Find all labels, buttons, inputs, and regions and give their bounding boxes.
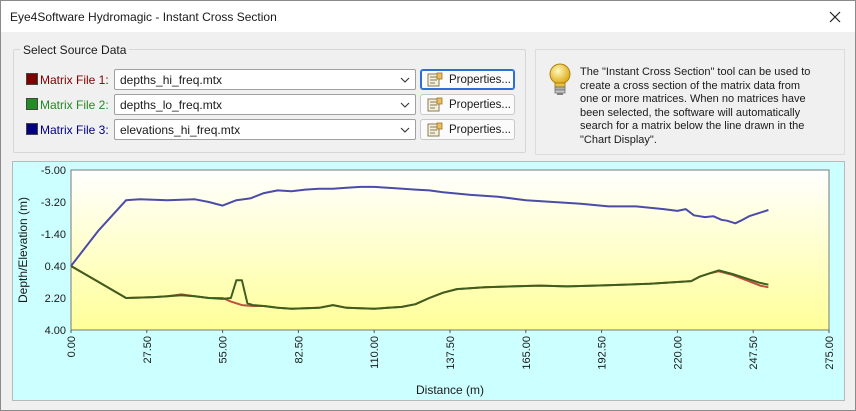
properties-button-label: Properties...	[449, 124, 511, 136]
close-button[interactable]	[815, 1, 855, 32]
close-icon	[829, 11, 841, 22]
y-tick-label: -5.00	[41, 165, 66, 177]
lightbulb-icon	[549, 63, 571, 95]
cross-section-chart: -5.00 -3.20 -1.40 0.40 2.20 4.00 0.00 27.50 55.…	[16, 165, 836, 397]
matrix-file-1-color-swatch	[26, 73, 38, 85]
window-title: Eye4Software Hydromagic - Instant Cross …	[10, 10, 277, 24]
y-tick-label: -1.40	[41, 229, 66, 241]
chevron-down-icon[interactable]	[399, 124, 411, 136]
matrix-file-3-value: elevations_hi_freq.mtx	[120, 123, 241, 137]
properties-button-label: Properties...	[449, 74, 511, 86]
series-line-3	[70, 265, 769, 310]
x-tick-label: 192.50	[597, 336, 609, 370]
x-tick-label: 55.00	[218, 336, 230, 364]
matrix-file-3-label: Matrix File 3:	[40, 123, 109, 137]
series-line-1	[70, 185, 769, 267]
properties-icon	[427, 97, 443, 112]
x-tick-label: 82.50	[293, 336, 305, 364]
source-data-group	[13, 49, 526, 153]
info-line: one or more matrices. When no matrices h…	[580, 93, 806, 106]
chevron-down-icon[interactable]	[399, 74, 411, 86]
matrix-file-1-row: Matrix File 1: depths_hi_freq.mtx Proper…	[26, 69, 526, 91]
x-tick-label: 165.00	[521, 336, 533, 370]
properties-icon	[427, 122, 443, 137]
properties-icon	[427, 72, 443, 87]
y-tick-label: 4.00	[45, 325, 66, 337]
matrix-file-2-label: Matrix File 2:	[40, 98, 109, 112]
source-data-group-title: Select Source Data	[20, 43, 130, 57]
info-line: been selected, the software will automat…	[580, 106, 801, 119]
matrix-file-3-combo[interactable]: elevations_hi_freq.mtx	[114, 119, 416, 140]
info-line: search for a matrix below the line drawn…	[580, 120, 805, 133]
matrix-file-2-combo[interactable]: depths_lo_freq.mtx	[114, 94, 416, 115]
y-tick-label: 2.20	[45, 293, 66, 305]
x-tick-label: 110.00	[369, 336, 381, 369]
y-axis-label: Depth/Elevation (m)	[16, 197, 30, 303]
y-tick-label: -3.20	[41, 197, 66, 209]
x-axis-label: Distance (m)	[416, 383, 484, 397]
matrix-file-2-properties-button[interactable]: Properties...	[420, 94, 515, 115]
title-bar: Eye4Software Hydromagic - Instant Cross …	[1, 1, 855, 32]
x-tick-label: 0.00	[66, 336, 78, 357]
info-line: create a cross section of the matrix dat…	[580, 79, 801, 92]
chevron-down-icon[interactable]	[399, 99, 411, 111]
matrix-file-2-color-swatch	[26, 98, 38, 110]
plot-area[interactable]	[70, 169, 830, 331]
info-line: "Chart Display".	[580, 133, 657, 146]
matrix-file-2-row: Matrix File 2: depths_lo_freq.mtx Proper…	[26, 94, 526, 116]
properties-button-label: Properties...	[449, 99, 511, 111]
chart-display[interactable]: -5.00 -3.20 -1.40 0.40 2.20 4.00 0.00 27.50 55.…	[12, 161, 845, 401]
info-panel: The "Instant Cross Section" tool can be …	[535, 49, 845, 155]
matrix-file-2-value: depths_lo_freq.mtx	[120, 98, 223, 112]
y-tick-label: 0.40	[45, 261, 66, 273]
x-tick-label: 275.00	[824, 336, 836, 370]
matrix-file-3-row: Matrix File 3: elevations_hi_freq.mtx Pr…	[26, 119, 526, 141]
matrix-file-3-properties-button[interactable]: Properties...	[420, 119, 515, 140]
info-line: The "Instant Cross Section" tool can be …	[580, 66, 811, 78]
x-tick-label: 27.50	[142, 336, 154, 364]
x-tick-label: 247.50	[748, 336, 760, 370]
info-text: The "Instant Cross Section" tool can be …	[580, 66, 842, 148]
matrix-file-1-value: depths_hi_freq.mtx	[120, 73, 223, 87]
matrix-file-1-combo[interactable]: depths_hi_freq.mtx	[114, 69, 416, 90]
x-tick-label: 220.00	[672, 336, 684, 370]
matrix-file-3-color-swatch	[26, 123, 38, 135]
matrix-file-1-properties-button[interactable]: Properties...	[420, 69, 515, 90]
x-tick-label: 137.50	[445, 336, 457, 370]
matrix-file-1-label: Matrix File 1:	[40, 73, 109, 87]
